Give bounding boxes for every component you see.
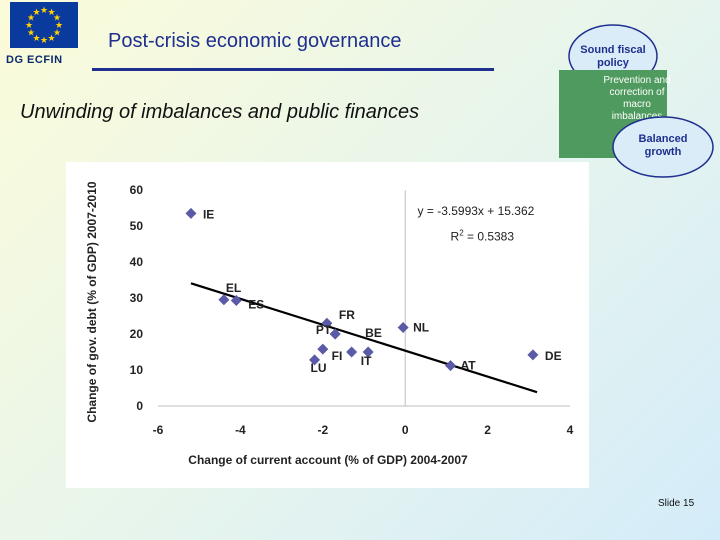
data-point-ie [185, 207, 197, 219]
slide-number: Slide 15 [658, 498, 695, 509]
y-tick-label: 50 [130, 219, 144, 233]
trendline-r2: R2 = 0.5383 [451, 228, 515, 243]
data-label-es: ES [248, 298, 264, 312]
eu-star-icon: ★ [47, 33, 55, 43]
x-tick-label: -4 [235, 423, 246, 437]
x-tick-label: 4 [567, 423, 574, 437]
diagram-label-growth: Balanced growth [639, 133, 688, 158]
y-tick-label: 0 [136, 399, 143, 413]
y-tick-label: 40 [130, 255, 144, 269]
eu-stars-icon: ★ ★★★★★★★★★★★ [25, 5, 63, 45]
org-label: DG ECFIN [6, 54, 63, 66]
x-tick-label: -6 [153, 423, 164, 437]
eu-star-icon: ★ [32, 33, 40, 43]
data-label-fi: FI [332, 349, 343, 363]
data-point-unlabeled [317, 343, 329, 355]
data-point-fr [321, 317, 333, 329]
data-label-nl: NL [413, 321, 429, 335]
y-tick-label: 60 [130, 183, 144, 197]
data-label-it: IT [361, 354, 372, 368]
y-axis-label: Change of gov. debt (% of GDP) 2007-2010 [85, 181, 99, 422]
eu-star-icon: ★ [40, 5, 48, 15]
trendline [190, 282, 538, 394]
x-axis-label: Change of current account (% of GDP) 200… [188, 453, 468, 467]
chart-panel: -6 -4 -2 0 2 4 0 10 20 30 40 50 60 Change of current … [66, 162, 589, 488]
data-point-it [362, 346, 374, 358]
eu-star-icon: ★ [53, 28, 61, 38]
data-label-pt: PT [316, 323, 332, 337]
eu-star-icon: ★ [40, 35, 48, 45]
eu-star-icon: ★ [32, 7, 40, 17]
data-label-fr: FR [339, 308, 355, 322]
governance-diagram: Sound fiscal policy Prevention and correct… [555, 22, 720, 182]
data-point-el [218, 294, 230, 306]
x-tick-label: -2 [317, 423, 328, 437]
data-label-at: AT [461, 359, 477, 373]
eu-star-icon: ★ [55, 20, 63, 30]
data-point-lu [309, 354, 321, 366]
data-label-be: BE [365, 326, 382, 340]
data-point-nl [397, 322, 409, 334]
trendline-equation: y = -3.5993x + 15.362 [418, 204, 535, 218]
x-tick-label: 2 [484, 423, 491, 437]
y-tick-label: 10 [130, 363, 144, 377]
eu-star-icon: ★ [27, 28, 35, 38]
data-label-el: EL [226, 281, 241, 295]
page-subtitle: Unwinding of imbalances and public finan… [20, 101, 420, 123]
data-point-de [527, 349, 539, 361]
data-point-fi [346, 346, 358, 358]
data-label-de: DE [545, 349, 562, 363]
y-tick-label: 30 [130, 291, 144, 305]
title-divider [92, 68, 494, 71]
eu-star-icon: ★ [25, 20, 33, 30]
diagram-node-growth [612, 116, 714, 178]
data-label-ie: IE [203, 207, 214, 221]
eu-star-icon: ★ [47, 7, 55, 17]
data-point-be [329, 328, 341, 340]
data-point-at [445, 360, 457, 372]
diagram-label-fiscal: Sound fiscal policy [580, 44, 645, 69]
y-tick-label: 20 [130, 327, 144, 341]
eu-star-icon: ★ [27, 13, 35, 23]
data-label-lu: LU [311, 361, 327, 375]
eu-star-icon: ★ [53, 13, 61, 23]
eu-flag-logo: ★ ★ ★ ★ ★ ★ ★ ★ ★ ★ ★ ★ [10, 2, 78, 48]
page-title: Post-crisis economic governance [108, 30, 402, 52]
diagram-label-imbalances: Prevention and correction of macro imbalanc… [603, 75, 670, 122]
x-tick-label: 0 [402, 423, 409, 437]
data-point-es [230, 295, 242, 307]
